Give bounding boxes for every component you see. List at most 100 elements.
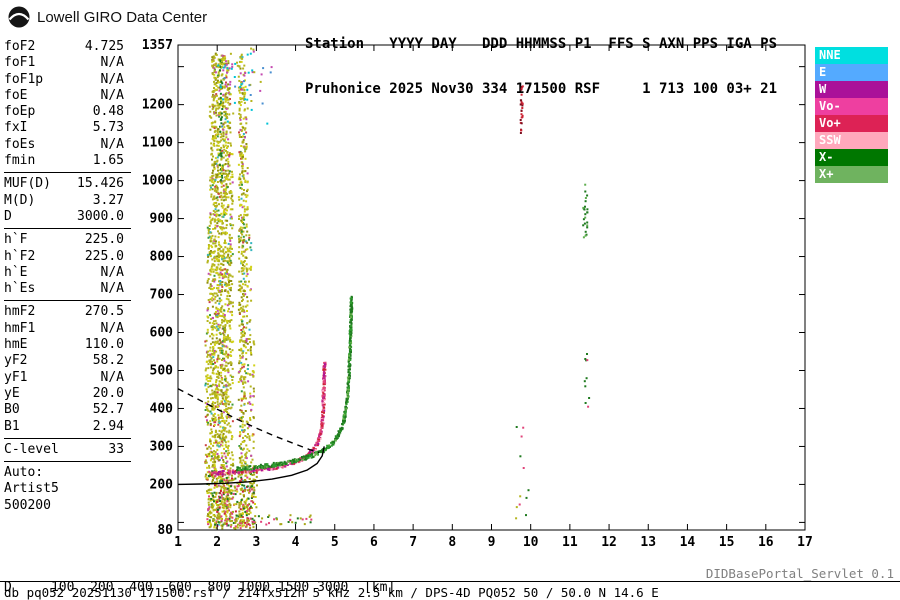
parameter-value: N/A xyxy=(100,55,124,71)
svg-text:16: 16 xyxy=(758,535,774,550)
svg-text:17: 17 xyxy=(797,535,813,550)
distance-muf-table: D 100 200 400 600 800 1000 1500 3000 [km… xyxy=(4,552,403,600)
parameter-value: 2.94 xyxy=(92,418,124,434)
legend: NNE E W Vo- Vo+ SSW X- X+ xyxy=(815,47,888,183)
legend-item-e: E xyxy=(815,64,888,81)
parameter-row: B1 2.94 xyxy=(4,419,124,435)
svg-text:13: 13 xyxy=(640,535,656,550)
parameter-label: yF2 xyxy=(4,353,28,369)
parameter-row: hmE 110.0 xyxy=(4,337,124,353)
lowell-giro-logo: Lowell GIRO Data Center xyxy=(6,4,207,30)
auto-block-text: Artist5 xyxy=(4,481,59,497)
parameter-row: foE N/A xyxy=(4,88,124,104)
footer-separator xyxy=(0,581,900,582)
parameter-value: 52.7 xyxy=(92,402,124,418)
auto-block-row: 500200 xyxy=(4,498,124,514)
svg-text:8: 8 xyxy=(448,535,456,550)
parameter-row: h`F2 225.0 xyxy=(4,249,124,265)
station-header-columns: Station YYYY DAY DDD HHMMSS P1 FFS S AXN… xyxy=(305,36,778,52)
svg-text:7: 7 xyxy=(409,535,417,550)
svg-text:5: 5 xyxy=(331,535,339,550)
svg-text:15: 15 xyxy=(719,535,735,550)
svg-text:3: 3 xyxy=(252,535,260,550)
svg-text:700: 700 xyxy=(150,288,174,303)
parameter-row: fxI 5.73 xyxy=(4,120,124,136)
parameter-row: hmF2 270.5 xyxy=(4,304,124,320)
svg-text:600: 600 xyxy=(150,326,174,341)
parameter-value: N/A xyxy=(100,320,124,336)
parameter-label: foF1p xyxy=(4,71,44,87)
parameter-row: h`E N/A xyxy=(4,265,124,281)
panel-separator xyxy=(4,228,131,230)
svg-text:4: 4 xyxy=(292,535,300,550)
parameter-label: hmE xyxy=(4,337,28,353)
parameter-value: 15.426 xyxy=(77,176,124,192)
parameter-value: 225.0 xyxy=(84,232,124,248)
parameter-label: h`F2 xyxy=(4,248,36,264)
axes-layer: 1 2 3 4 5 6 7 8 9 10 11 12 13 14 15 16 17135712001100100… xyxy=(142,38,813,550)
svg-text:1: 1 xyxy=(174,535,182,550)
parameter-row: h`Es N/A xyxy=(4,281,124,297)
svg-text:12: 12 xyxy=(601,535,617,550)
parameter-panel: foF2 4.725 foF1 N/A foF1p N/A foE N/A foEp 0.48 fx… xyxy=(4,39,131,514)
parameter-label: h`E xyxy=(4,264,28,280)
panel-separator xyxy=(4,300,131,302)
distance-row: D 100 200 400 600 800 1000 1500 3000 [km… xyxy=(4,580,396,595)
legend-item-x+: X+ xyxy=(815,166,888,183)
legend-item-x-: X- xyxy=(815,149,888,166)
svg-text:11: 11 xyxy=(562,535,578,550)
parameter-label: C-level xyxy=(4,441,59,457)
parameter-row: yF1 N/A xyxy=(4,370,124,386)
artist-trace-dashed xyxy=(177,388,320,454)
parameter-value: 110.0 xyxy=(84,337,124,353)
parameter-value: 58.2 xyxy=(92,353,124,369)
station-header-values: Pruhonice 2025 Nov30 334 171500 RSF 1 71… xyxy=(305,81,778,97)
svg-text:10: 10 xyxy=(523,535,539,550)
svg-text:900: 900 xyxy=(150,212,174,227)
parameter-label: B1 xyxy=(4,418,20,434)
auto-block-text: Auto: xyxy=(4,465,44,481)
panel-separator xyxy=(4,437,131,439)
parameter-label: h`Es xyxy=(4,281,36,297)
svg-text:1357: 1357 xyxy=(142,38,173,53)
parameter-label: fmin xyxy=(4,153,36,169)
parameter-label: yF1 xyxy=(4,369,28,385)
parameter-label: h`F xyxy=(4,232,28,248)
lowell-logo-icon xyxy=(8,6,30,28)
parameter-row: foF1 N/A xyxy=(4,55,124,71)
parameter-row: yE 20.0 xyxy=(4,386,124,402)
parameter-row: B0 52.7 xyxy=(4,402,124,418)
legend-item-w: W xyxy=(815,81,888,98)
svg-text:9: 9 xyxy=(488,535,496,550)
svg-text:1000: 1000 xyxy=(142,174,173,189)
parameter-row: yF2 58.2 xyxy=(4,353,124,369)
parameter-row: foF1p N/A xyxy=(4,72,124,88)
parameter-value: N/A xyxy=(100,71,124,87)
legend-item-vo+: Vo+ xyxy=(815,115,888,132)
parameter-label: MUF(D) xyxy=(4,176,51,192)
artist-trace-layer xyxy=(177,388,325,486)
panel-separator xyxy=(4,461,131,463)
parameter-label: foF1 xyxy=(4,55,36,71)
svg-text:1100: 1100 xyxy=(142,136,173,151)
parameter-value: 20.0 xyxy=(92,385,124,401)
parameter-row: foEp 0.48 xyxy=(4,104,124,120)
parameter-label: D xyxy=(4,208,12,224)
svg-text:300: 300 xyxy=(150,439,174,454)
panel-separator xyxy=(4,172,131,174)
parameter-value: N/A xyxy=(100,281,124,297)
parameter-label: hmF2 xyxy=(4,304,36,320)
parameter-row: MUF(D) 15.426 xyxy=(4,176,124,192)
station-header: Station YYYY DAY DDD HHMMSS P1 FFS S AXN… xyxy=(305,7,777,127)
parameter-value: 33 xyxy=(108,441,124,457)
parameter-value: 5.73 xyxy=(92,120,124,136)
parameter-label: foEs xyxy=(4,136,36,152)
svg-text:500: 500 xyxy=(150,363,174,378)
status-line: db pq052 20251130 171500.rsf / 214fx512h… xyxy=(4,585,659,600)
parameter-row: fmin 1.65 xyxy=(4,153,124,169)
auto-block-text: 500200 xyxy=(4,497,51,513)
parameter-row: D 3000.0 xyxy=(4,209,124,225)
parameter-label: B0 xyxy=(4,402,20,418)
parameter-label: foF2 xyxy=(4,39,36,54)
